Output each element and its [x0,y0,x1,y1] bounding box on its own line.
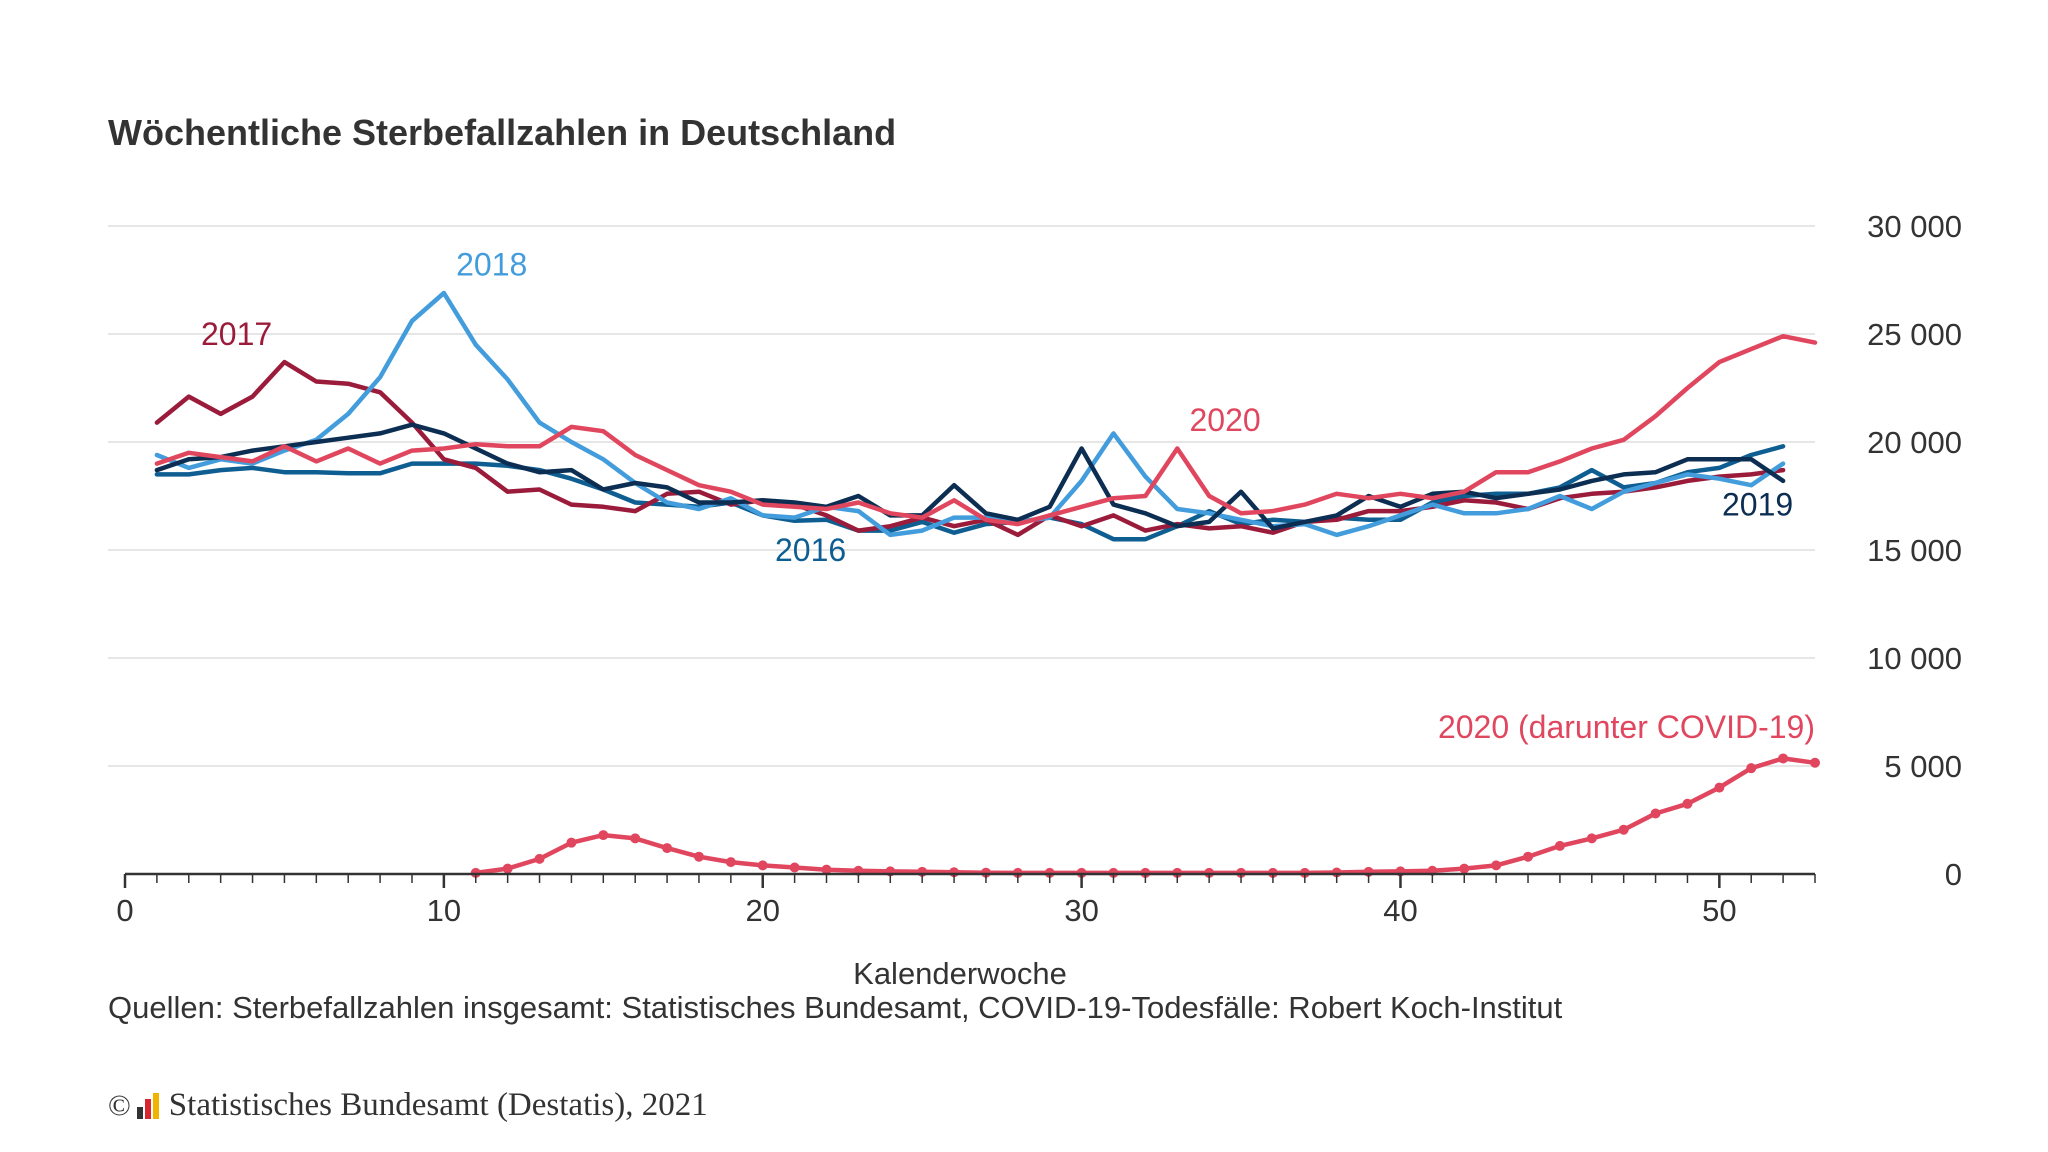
data-point [1682,798,1693,809]
x-tick-label: 20 [745,893,779,928]
series-line-2017 [154,359,1786,538]
series-label-2017: 2017 [201,316,272,352]
y-tick-label: 5 000 [1884,749,1962,784]
x-tick-label: 40 [1383,893,1417,928]
x-tick-label: 30 [1064,893,1098,928]
y-tick-label: 25 000 [1867,317,1962,352]
series-label-2016: 2016 [775,532,846,568]
data-point [502,863,513,874]
series-line-2019 [154,422,1786,531]
data-point [1586,833,1597,844]
x-tick-label: 0 [116,893,133,928]
copyright-text: Statistisches Bundesamt (Destatis), 2021 [168,1087,708,1123]
destatis-logo-icon [136,1092,159,1119]
data-point [1778,753,1789,764]
series-line-2020 [154,333,1818,527]
x-axis-tick-labels: 0 10 20 30 40 50 [116,893,1736,928]
y-tick-label: 15 000 [1867,533,1962,568]
y-tick-label: 30 000 [1867,209,1962,244]
data-point [630,833,641,844]
data-point [1523,851,1534,862]
data-point [1618,824,1629,835]
data-point [725,857,736,868]
data-point [1746,763,1757,774]
data-point [598,830,609,841]
x-axis-label: Kalenderwoche [853,956,1067,991]
y-tick-label: 0 [1945,857,1962,892]
y-tick-label: 20 000 [1867,425,1962,460]
y-tick-label: 10 000 [1867,641,1962,676]
x-tick-label: 10 [427,893,461,928]
data-point [1714,782,1725,793]
x-tick-label: 50 [1702,893,1736,928]
data-point [693,851,704,862]
source-note: Quellen: Sterbefallzahlen insgesamt: Sta… [108,990,1563,1025]
data-point [1459,863,1470,874]
data-point [1491,860,1502,871]
data-point [1554,840,1565,851]
series-label-2020: 2020 [1190,402,1261,438]
gridlines [108,225,1815,767]
series-label-2018: 2018 [456,247,527,283]
series-label-2019: 2019 [1722,486,1793,522]
series-labels: 2016 2017 2018 2019 2020 2020 (darunter COVID… [201,247,1815,745]
copyright-line: © Statistisches Bundesamt (Destatis), 20… [108,1087,708,1124]
data-point [1650,808,1661,819]
copyright-symbol: © [108,1088,131,1122]
data-point [534,853,545,864]
data-point [757,860,768,871]
series-label-2020-darunter-covid-19: 2020 (darunter COVID-19) [1438,709,1815,745]
x-axis [123,872,1816,888]
series-lines [154,290,1820,878]
data-point [789,862,800,873]
data-point [821,864,832,875]
chart-title: Wöchentliche Sterbefallzahlen in Deutsch… [108,112,897,153]
data-point [1810,757,1820,768]
series-line-2018 [154,290,1786,538]
data-point [566,837,577,848]
y-axis-tick-labels: 0 5 000 10 000 15 000 20 000 25 000 30 000 [1867,209,1962,892]
data-point [662,843,673,854]
series-line-2020-darunter-covid-19 [473,756,1818,876]
